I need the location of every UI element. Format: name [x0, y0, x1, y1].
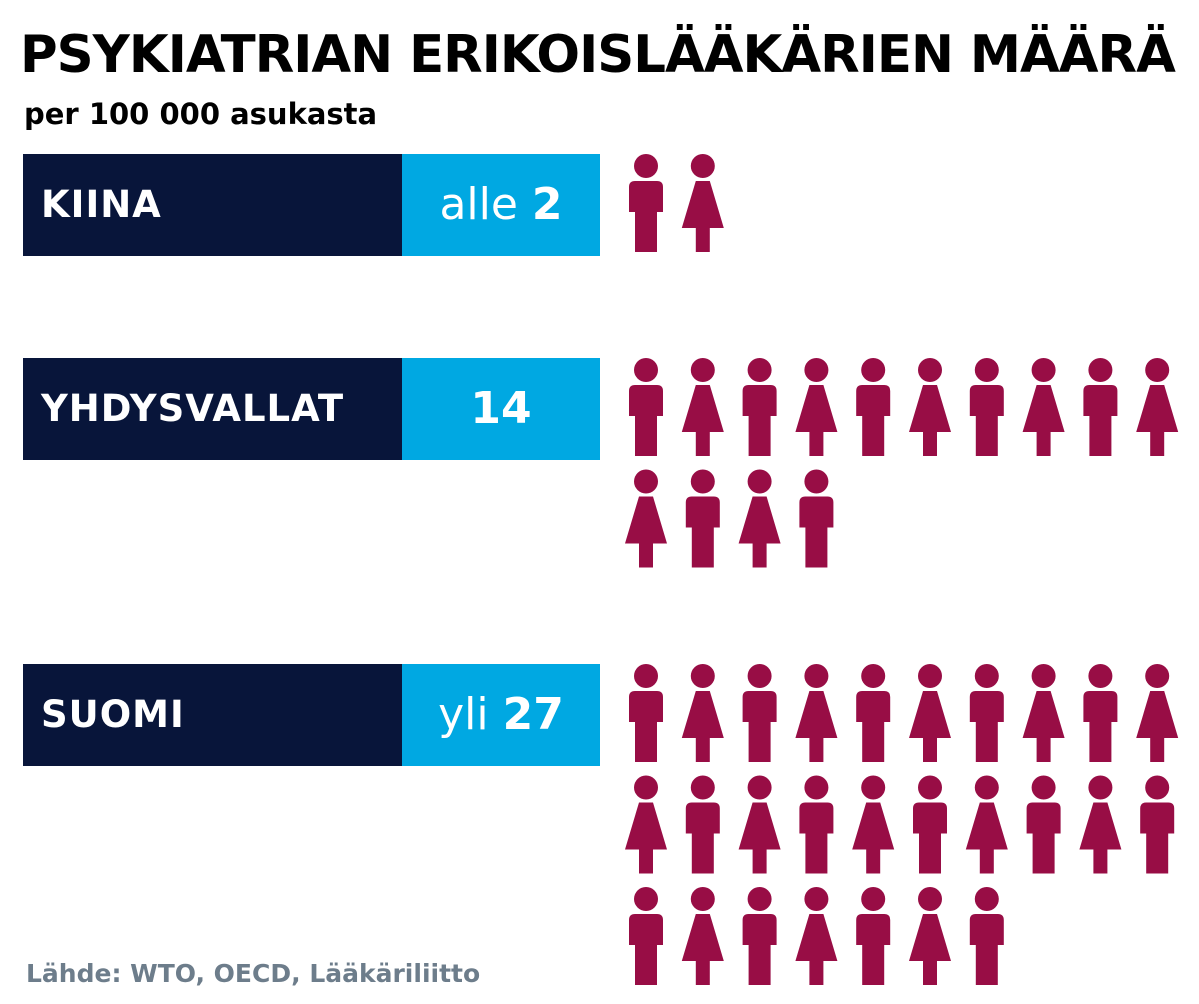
person-male-icon: [913, 775, 947, 874]
person-male-icon: [856, 664, 891, 762]
person-female-icon: [909, 887, 951, 985]
country-label: SUOMI: [23, 664, 402, 766]
country-row-kiina: KIINA alle 2: [23, 154, 600, 256]
person-male-icon: [1083, 358, 1118, 456]
person-male-icon: [685, 469, 720, 568]
country-label: YHDYSVALLAT: [23, 358, 402, 460]
source-note: Lähde: WTO, OECD, Lääkäriliitto: [26, 959, 481, 988]
value-label: yli 27: [402, 664, 600, 766]
person-male-icon: [799, 469, 834, 568]
person-female-icon: [625, 469, 667, 568]
person-male-icon: [742, 358, 777, 456]
person-male-icon: [629, 358, 663, 456]
person-male-icon: [685, 775, 720, 874]
chart-subtitle: per 100 000 asukasta: [24, 97, 378, 131]
person-female-icon: [681, 358, 724, 456]
person-female-icon: [1136, 664, 1179, 762]
value-label: alle 2: [402, 154, 600, 256]
person-female-icon: [1079, 775, 1122, 874]
person-female-icon: [909, 664, 951, 762]
person-female-icon: [795, 887, 838, 985]
person-female-icon: [681, 664, 724, 762]
person-female-icon: [1136, 358, 1179, 456]
person-female-icon: [965, 775, 1008, 874]
person-male-icon: [969, 358, 1004, 456]
person-female-icon: [795, 664, 838, 762]
person-female-icon: [795, 358, 838, 456]
person-female-icon: [909, 358, 951, 456]
value-prefix: alle: [439, 179, 518, 230]
person-female-icon: [681, 154, 724, 252]
person-female-icon: [738, 775, 781, 874]
person-female-icon: [1022, 664, 1065, 762]
person-male-icon: [629, 664, 663, 762]
person-male-icon: [1140, 775, 1175, 874]
person-male-icon: [629, 154, 663, 252]
person-male-icon: [799, 775, 834, 874]
value-label: 14: [402, 358, 600, 460]
value-number: 14: [470, 383, 532, 434]
person-male-icon: [1083, 664, 1118, 762]
value-prefix: yli: [438, 689, 489, 740]
person-female-icon: [1022, 358, 1065, 456]
country-row-suomi: SUOMI yli 27: [23, 664, 600, 766]
person-female-icon: [738, 469, 781, 568]
person-male-icon: [856, 887, 891, 985]
person-female-icon: [625, 775, 667, 874]
person-male-icon: [742, 664, 777, 762]
country-label: KIINA: [23, 154, 402, 256]
value-number: 27: [502, 689, 564, 740]
person-male-icon: [856, 358, 891, 456]
chart-title: PSYKIATRIAN ERIKOISLÄÄKÄRIEN MÄÄRÄ: [20, 25, 1176, 85]
person-male-icon: [969, 664, 1004, 762]
person-male-icon: [742, 887, 777, 985]
person-female-icon: [681, 887, 724, 985]
value-number: 2: [531, 179, 563, 230]
person-male-icon: [969, 887, 1004, 985]
country-row-yhdysvallat: YHDYSVALLAT 14: [23, 358, 600, 460]
person-male-icon: [629, 887, 663, 985]
person-female-icon: [852, 775, 895, 874]
person-male-icon: [1026, 775, 1061, 874]
